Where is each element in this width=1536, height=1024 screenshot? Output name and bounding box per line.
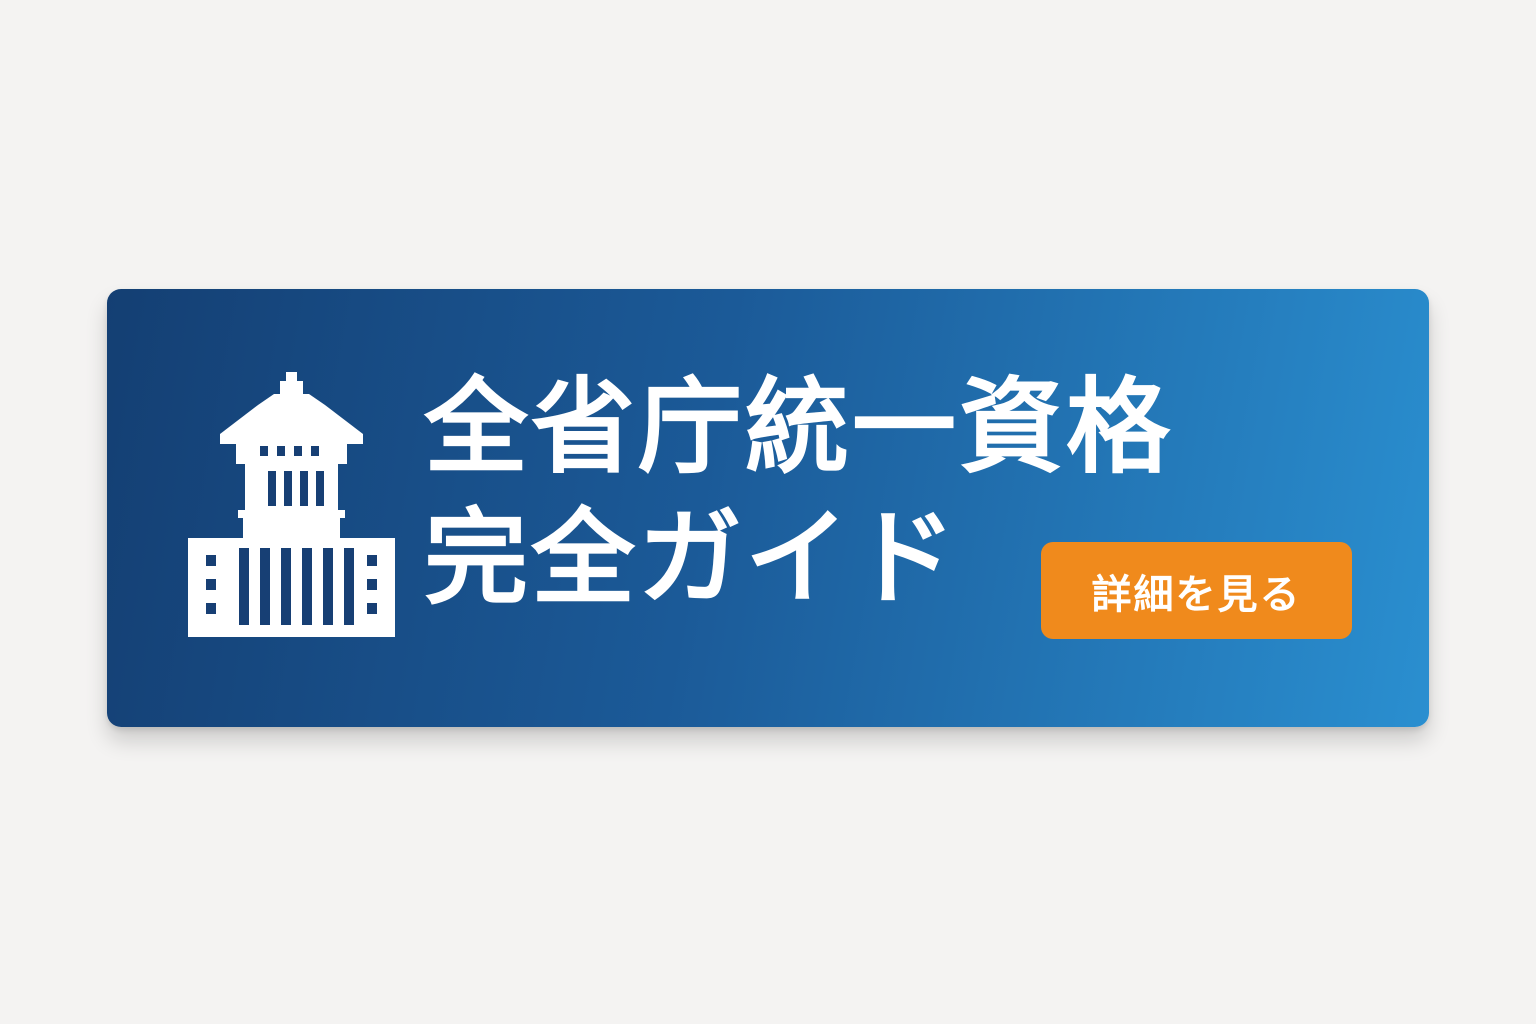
view-details-button[interactable]: 詳細を見る — [1041, 542, 1352, 639]
title-line-2: 完全ガイド — [424, 497, 960, 619]
title-line-1: 全省庁統一資格 — [424, 366, 1174, 488]
government-building-icon — [188, 372, 395, 637]
page-title: 全省庁統一資格 完全ガイド — [424, 362, 1173, 624]
